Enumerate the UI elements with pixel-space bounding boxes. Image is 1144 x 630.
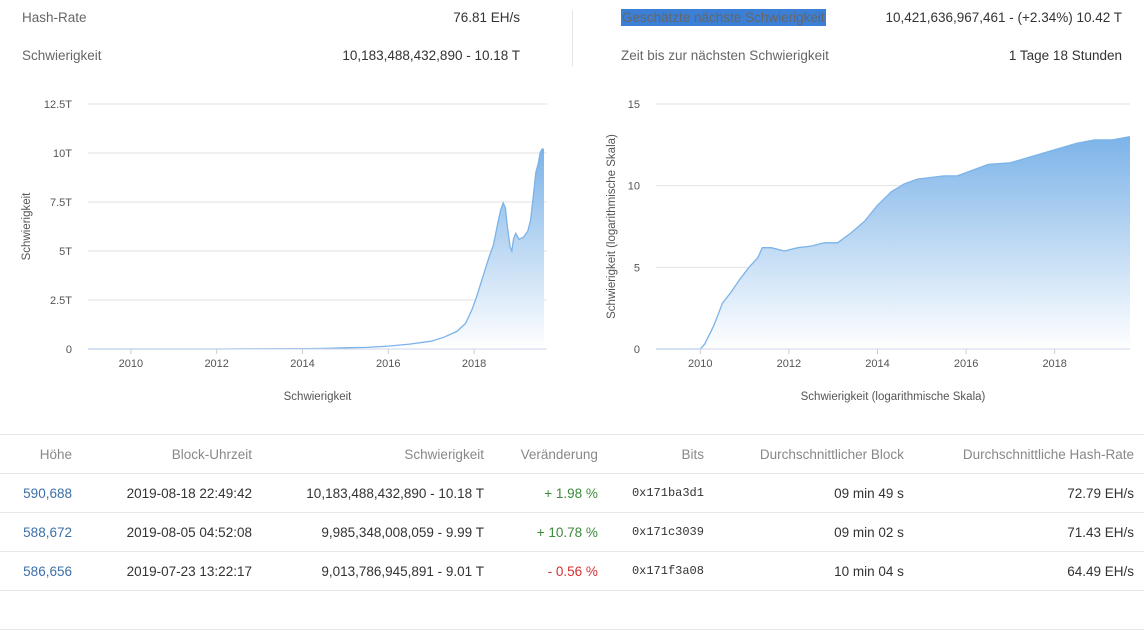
x-tick-label: 2016 [954, 358, 978, 370]
avg-hashrate-cell: 71.43 EH/s [903, 512, 1144, 552]
height-cell[interactable]: 590,688 [0, 473, 72, 513]
x-axis-title: Schwierigkeit [284, 391, 353, 403]
stats-divider [572, 10, 573, 66]
block-height-link[interactable]: 590,688 [23, 485, 72, 501]
x-tick-label: 2016 [376, 358, 400, 370]
block-time-cell: 2019-08-05 04:52:08 [71, 512, 252, 552]
y-tick-label: 0 [634, 344, 640, 356]
block-time-cell: 2019-07-23 13:22:17 [71, 551, 252, 591]
block-time-cell: 2019-08-18 22:49:42 [71, 473, 252, 513]
difficulty-label: Schwierigkeit [22, 48, 102, 63]
col-avg-hashrate: Durchschnittliche Hash-Rate [903, 434, 1144, 474]
col-height: Höhe [0, 434, 72, 474]
y-tick-label: 12.5T [44, 99, 72, 111]
change-cell: - 0.56 % [483, 551, 598, 591]
difficulty-cell: 9,985,348,008,059 - 9.99 T [251, 512, 484, 552]
y-tick-label: 10T [53, 148, 72, 160]
stats-panel: Hash-Rate 76.81 EH/s Schwierigkeit 10,18… [0, 0, 1144, 80]
difficulty-line [88, 148, 544, 350]
height-cell[interactable]: 588,672 [0, 512, 72, 552]
avg-block-cell: 09 min 02 s [703, 512, 904, 552]
table-row: 586,656 2019-07-23 13:22:17 9,013,786,94… [0, 551, 1144, 591]
avg-block-cell: 10 min 04 s [703, 551, 904, 591]
bits-cell: 0x171c3039 [597, 512, 704, 552]
table-row: 590,688 2019-08-18 22:49:42 10,183,488,4… [0, 473, 1144, 513]
difficulty-chart: 0 2.5T 5T 7.5T 10T 12.5T 2010 2012 2014 2016 2018 S… [21, 99, 547, 403]
block-height-link[interactable]: 586,656 [23, 563, 72, 579]
next-difficulty-value: 10,421,636,967,461 - (+2.34%) 10.42 T [885, 10, 1122, 25]
height-cell[interactable]: 586,656 [0, 551, 72, 591]
hashrate-value: 76.81 EH/s [453, 10, 520, 25]
y-tick-label: 0 [66, 344, 72, 356]
avg-hashrate-cell: 72.79 EH/s [903, 473, 1144, 513]
avg-hashrate-cell: 64.49 EH/s [903, 551, 1144, 591]
difficulty-area [656, 136, 1130, 349]
bits-cell: 0x171ba3d1 [597, 473, 704, 513]
table-row: 588,672 2019-08-05 04:52:08 9,985,348,00… [0, 512, 1144, 552]
col-block-time: Block-Uhrzeit [71, 434, 252, 474]
y-tick-label: 15 [628, 99, 640, 111]
x-tick-label: 2014 [290, 358, 314, 370]
bits-cell: 0x171f3a08 [597, 551, 704, 591]
change-cell: + 10.78 % [483, 512, 598, 552]
col-avg-block: Durchschnittlicher Block [703, 434, 904, 474]
difficulty-line [656, 136, 1131, 350]
avg-block-cell: 09 min 49 s [703, 473, 904, 513]
x-tick-label: 2018 [1042, 358, 1066, 370]
col-change: Veränderung [483, 434, 598, 474]
difficulty-cell: 9,013,786,945,891 - 9.01 T [251, 551, 484, 591]
y-tick-label: 5 [634, 262, 640, 274]
col-difficulty: Schwierigkeit [251, 434, 484, 474]
time-to-next-label: Zeit bis zur nächsten Schwierigkeit [621, 48, 829, 63]
y-tick-label: 10 [628, 181, 640, 193]
difficulty-area [88, 149, 544, 349]
y-tick-label: 5T [59, 246, 72, 258]
change-cell: + 1.98 % [483, 473, 598, 513]
next-difficulty-label: Geschätzte nächste Schwierigkeit [621, 9, 826, 26]
difficulty-value: 10,183,488,432,890 - 10.18 T [342, 48, 520, 63]
y-tick-label: 7.5T [50, 197, 72, 209]
x-tick-label: 2012 [204, 358, 228, 370]
y-axis-title: Schwierigkeit [21, 192, 33, 261]
x-tick-label: 2014 [865, 358, 889, 370]
x-axis-title: Schwierigkeit (logarithmische Skala) [801, 391, 986, 403]
x-tick-label: 2018 [462, 358, 486, 370]
scroll-fade [0, 596, 1144, 620]
y-tick-label: 2.5T [50, 295, 72, 307]
x-tick-label: 2010 [119, 358, 143, 370]
x-tick-label: 2010 [688, 358, 712, 370]
hashrate-label: Hash-Rate [22, 10, 87, 25]
y-axis-title: Schwierigkeit (logarithmische Skala) [606, 134, 618, 319]
block-height-link[interactable]: 588,672 [23, 524, 72, 540]
x-tick-label: 2012 [777, 358, 801, 370]
difficulty-cell: 10,183,488,432,890 - 10.18 T [251, 473, 484, 513]
difficulty-log-chart: 0 5 10 15 2010 2012 2014 2016 2018 Schwierigkeit … [606, 99, 1131, 403]
time-to-next-value: 1 Tage 18 Stunden [1008, 48, 1122, 63]
table-header-row: Höhe Block-Uhrzeit Schwierigkeit Verände… [0, 434, 1144, 474]
col-bits: Bits [597, 434, 704, 474]
